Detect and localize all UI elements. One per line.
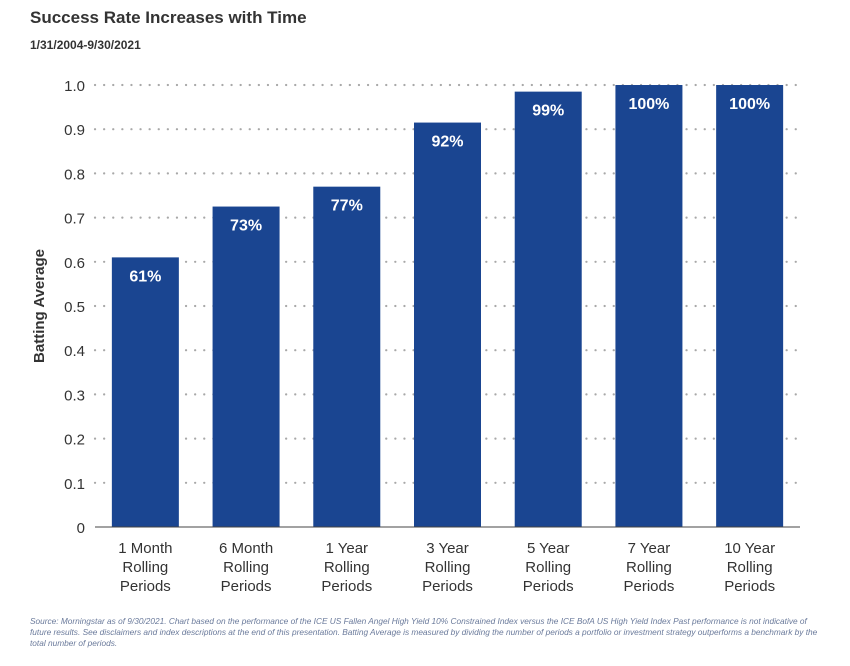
x-tick-label: 1 Month Rolling Periods (118, 540, 172, 595)
data-label: 100% (628, 96, 669, 113)
bar (514, 91, 582, 527)
y-tick-label: 0.7 (64, 211, 85, 228)
y-axis-ticks: 0 0.1 0.2 0.3 0.4 0.5 0.6 0.7 0.8 0.9 1.0 (64, 78, 85, 537)
y-tick-label: 0 (77, 520, 85, 537)
y-tick-label: 1.0 (64, 78, 85, 95)
x-tick-label: 5 Year Rolling Periods (523, 540, 574, 595)
y-tick-label: 0.8 (64, 166, 85, 183)
chart-title: Success Rate Increases with Time (30, 8, 307, 27)
y-tick-label: 0.4 (64, 343, 85, 360)
bars: 61% 73% 77% 92% 99% 100% 100% (111, 85, 784, 528)
source-footnote: Source: Morningstar as of 9/30/2021. Cha… (30, 616, 818, 649)
gridlines (93, 83, 802, 484)
bar (212, 206, 280, 528)
x-axis-ticks: 1 Month Rolling Periods 6 Month Rolling Perio… (118, 540, 775, 595)
x-tick-label: 6 Month Rolling Periods (219, 540, 273, 595)
data-label: 100% (729, 96, 770, 113)
data-label: 61% (129, 268, 161, 285)
y-axis-label: Batting Average (31, 249, 48, 363)
y-tick-label: 0.3 (64, 387, 85, 404)
x-tick-label: 10 Year Rolling Periods (724, 540, 775, 595)
bar (111, 257, 179, 527)
chart-subtitle: 1/31/2004-9/30/2021 (30, 38, 141, 52)
bar (716, 85, 784, 527)
y-tick-label: 0.1 (64, 476, 85, 493)
x-tick-label: 1 Year Rolling Periods (321, 540, 372, 595)
y-tick-label: 0.2 (64, 432, 85, 449)
data-label: 92% (431, 134, 463, 151)
bar (414, 122, 481, 527)
data-label: 73% (230, 218, 262, 235)
data-label: 77% (331, 198, 363, 215)
x-tick-label: 7 Year Rolling Periods (623, 540, 674, 595)
bar-chart: 0 0.1 0.2 0.3 0.4 0.5 0.6 0.7 0.8 0.9 1.0 61% 73% 77… (31, 78, 802, 595)
data-label: 99% (532, 103, 564, 120)
y-tick-label: 0.6 (64, 255, 85, 272)
y-tick-label: 0.9 (64, 122, 85, 139)
bar (615, 85, 683, 527)
x-tick-label: 3 Year Rolling Periods (422, 540, 473, 595)
bar (313, 186, 381, 527)
y-tick-label: 0.5 (64, 299, 85, 316)
